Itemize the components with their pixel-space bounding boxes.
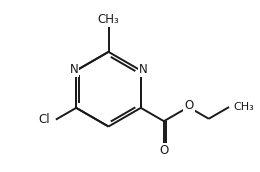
Text: Cl: Cl: [38, 113, 50, 126]
Text: CH₃: CH₃: [233, 102, 254, 112]
Text: N: N: [70, 63, 79, 76]
Text: CH₃: CH₃: [98, 13, 119, 26]
Text: N: N: [139, 63, 147, 76]
Text: O: O: [184, 99, 194, 112]
Text: O: O: [159, 144, 168, 157]
